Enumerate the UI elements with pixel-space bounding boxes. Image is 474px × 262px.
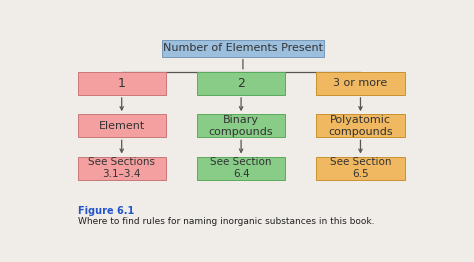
Text: See Section
6.5: See Section 6.5 [330,157,391,179]
FancyBboxPatch shape [316,114,405,137]
Text: Binary
compounds: Binary compounds [209,115,273,137]
FancyBboxPatch shape [78,72,166,95]
FancyBboxPatch shape [197,114,285,137]
Text: See Section
6.4: See Section 6.4 [210,157,272,179]
FancyBboxPatch shape [78,114,166,137]
FancyBboxPatch shape [316,72,405,95]
FancyBboxPatch shape [197,156,285,180]
Text: Number of Elements Present: Number of Elements Present [163,43,323,53]
FancyBboxPatch shape [197,72,285,95]
Text: Where to find rules for naming inorganic substances in this book.: Where to find rules for naming inorganic… [78,217,374,226]
Text: Polyatomic
compounds: Polyatomic compounds [328,115,393,137]
Text: Figure 6.1: Figure 6.1 [78,206,134,216]
FancyBboxPatch shape [316,156,405,180]
Text: 1: 1 [118,77,126,90]
Text: Element: Element [99,121,145,131]
Text: 3 or more: 3 or more [333,78,388,88]
Text: 2: 2 [237,77,245,90]
FancyBboxPatch shape [162,40,324,57]
FancyBboxPatch shape [78,156,166,180]
Text: See Sections
3.1–3.4: See Sections 3.1–3.4 [88,157,155,179]
